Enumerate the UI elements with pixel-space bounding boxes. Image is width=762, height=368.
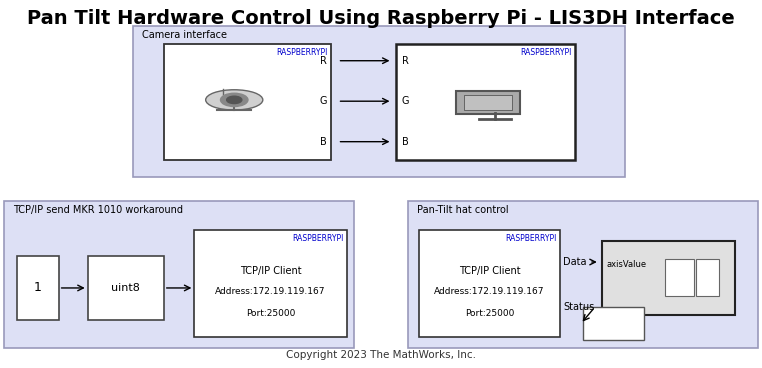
FancyBboxPatch shape (602, 241, 735, 315)
FancyBboxPatch shape (194, 230, 347, 337)
Text: RASPBERRYPI: RASPBERRYPI (506, 234, 557, 243)
Text: Address:172.19.119.167: Address:172.19.119.167 (434, 287, 545, 296)
Text: RASPBERRYPI: RASPBERRYPI (293, 234, 344, 243)
FancyBboxPatch shape (696, 259, 719, 296)
Text: Copyright 2023 The MathWorks, Inc.: Copyright 2023 The MathWorks, Inc. (286, 350, 476, 360)
FancyBboxPatch shape (133, 26, 625, 177)
Text: RASPBERRYPI: RASPBERRYPI (277, 48, 328, 57)
Text: Data: Data (563, 257, 587, 267)
Text: 1: 1 (34, 282, 42, 294)
Text: Status: Status (563, 302, 594, 312)
FancyBboxPatch shape (419, 230, 560, 337)
Text: Port:25000: Port:25000 (465, 309, 514, 318)
FancyBboxPatch shape (17, 256, 59, 320)
Circle shape (220, 93, 248, 106)
FancyBboxPatch shape (4, 201, 354, 348)
Text: TCP/IP Client: TCP/IP Client (240, 266, 301, 276)
FancyBboxPatch shape (456, 91, 520, 114)
Text: R: R (402, 56, 408, 66)
Text: G: G (402, 96, 409, 106)
Text: Port:25000: Port:25000 (246, 309, 295, 318)
Text: B: B (320, 137, 327, 147)
FancyBboxPatch shape (583, 307, 644, 340)
Text: axisValue: axisValue (607, 260, 647, 269)
Text: Pan Tilt Hardware Control Using Raspberry Pi - LIS3DH Interface: Pan Tilt Hardware Control Using Raspberr… (27, 9, 735, 28)
Text: RASPBERRYPI: RASPBERRYPI (520, 48, 572, 57)
Text: Camera interface: Camera interface (142, 30, 228, 40)
Text: G: G (319, 96, 327, 106)
Text: B: B (402, 137, 408, 147)
FancyBboxPatch shape (408, 201, 758, 348)
Text: TCP/IP send MKR 1010 workaround: TCP/IP send MKR 1010 workaround (13, 205, 183, 215)
Text: Address:172.19.119.167: Address:172.19.119.167 (215, 287, 326, 296)
FancyBboxPatch shape (665, 259, 694, 296)
Text: R: R (320, 56, 327, 66)
Text: Pan-Tilt hat control: Pan-Tilt hat control (417, 205, 508, 215)
Text: TCP/IP Client: TCP/IP Client (459, 266, 520, 276)
FancyBboxPatch shape (164, 44, 331, 160)
Text: uint8: uint8 (111, 283, 140, 293)
FancyBboxPatch shape (396, 44, 575, 160)
Circle shape (226, 96, 242, 103)
FancyBboxPatch shape (88, 256, 164, 320)
FancyBboxPatch shape (464, 95, 512, 110)
Ellipse shape (206, 90, 263, 110)
